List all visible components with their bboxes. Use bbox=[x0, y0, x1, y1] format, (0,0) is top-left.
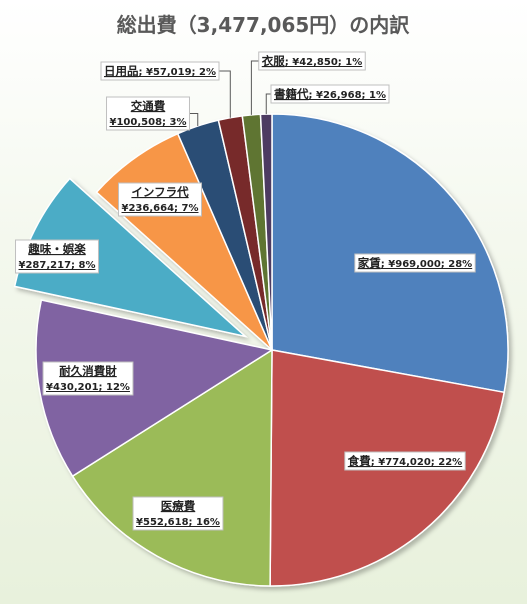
labels-group: 家賃; ¥969,000; 28% 食費; ¥774,020; 22% 医療費 ¥55… bbox=[15, 51, 476, 531]
leader-line-9 bbox=[265, 93, 271, 115]
pie-slice-0 bbox=[271, 113, 509, 394]
data-label-value-9: ; ¥26,968; 1% bbox=[309, 90, 387, 101]
data-label-3: 耐久消費財 ¥430,201; 12% bbox=[42, 361, 134, 396]
data-label-name-9: 書籍代 bbox=[274, 87, 309, 101]
data-label-value-0: ; ¥969,000; 28% bbox=[381, 259, 472, 270]
data-label-box-7 bbox=[100, 61, 220, 81]
data-label-name-7: 日用品 bbox=[104, 64, 139, 78]
chart-title: 総出費（3,477,065円）の内訳 bbox=[117, 13, 411, 37]
data-label-5: インフラ代 ¥236,664; 7% bbox=[118, 182, 202, 217]
data-label-value-6: ¥100,508; 3% bbox=[110, 117, 187, 128]
data-label-value-1: ; ¥774,020; 22% bbox=[371, 457, 462, 468]
data-label-8: 衣服; ¥42,850; 1% bbox=[250, 51, 366, 115]
data-label-value-8: ; ¥42,850; 1% bbox=[285, 57, 363, 68]
data-label-2: 医療費 ¥552,618; 16% bbox=[132, 496, 224, 531]
leader-line-7 bbox=[219, 70, 231, 118]
pie-slice-3 bbox=[35, 299, 274, 478]
leader-line-6 bbox=[189, 113, 199, 126]
data-label-box-0 bbox=[354, 253, 476, 273]
data-label-box-6 bbox=[106, 96, 190, 131]
data-label-value-7: ; ¥57,019; 2% bbox=[139, 67, 217, 78]
data-label-0: 家賃; ¥969,000; 28% bbox=[354, 253, 476, 273]
data-label-value-5: ¥236,664; 7% bbox=[122, 203, 199, 214]
data-label-box-9 bbox=[270, 84, 390, 104]
data-label-text-7: 日用品; ¥57,019; 2% bbox=[104, 64, 216, 78]
data-label-name-3: 耐久消費財 bbox=[59, 364, 117, 378]
data-label-name-8: 衣服 bbox=[262, 54, 285, 68]
data-label-name-6: 交通費 bbox=[131, 99, 166, 113]
leader-line-8 bbox=[250, 60, 259, 115]
data-label-text-8: 衣服; ¥42,850; 1% bbox=[262, 54, 363, 68]
data-label-text-9: 書籍代; ¥26,968; 1% bbox=[274, 87, 386, 101]
data-label-box-2 bbox=[132, 496, 224, 531]
data-label-box-1 bbox=[344, 451, 466, 471]
pie-slice-4 bbox=[13, 177, 248, 338]
data-label-name-0: 家賃 bbox=[358, 256, 381, 270]
data-label-name-1: 食費 bbox=[348, 454, 371, 468]
data-label-1: 食費; ¥774,020; 22% bbox=[344, 451, 466, 471]
data-label-box-4 bbox=[15, 239, 99, 274]
data-label-box-8 bbox=[258, 51, 366, 71]
data-label-4: 趣味・娯楽 ¥287,217; 8% bbox=[15, 239, 99, 274]
data-label-text-0: 家賃; ¥969,000; 28% bbox=[358, 256, 472, 270]
data-label-name-2: 医療費 bbox=[161, 499, 196, 513]
data-label-6: 交通費 ¥100,508; 3% bbox=[106, 96, 199, 131]
data-label-value-3: ¥430,201; 12% bbox=[46, 382, 130, 393]
data-label-text-1: 食費; ¥774,020; 22% bbox=[348, 454, 462, 468]
data-label-name-5: インフラ代 bbox=[131, 185, 189, 199]
data-label-box-5 bbox=[118, 182, 202, 217]
data-label-box-3 bbox=[42, 361, 134, 396]
data-label-value-4: ¥287,217; 8% bbox=[19, 260, 96, 271]
data-label-name-4: 趣味・娯楽 bbox=[27, 242, 86, 256]
slices-group bbox=[13, 113, 509, 587]
data-label-7: 日用品; ¥57,019; 2% bbox=[100, 61, 231, 118]
data-label-value-2: ¥552,618; 16% bbox=[136, 517, 220, 528]
data-label-9: 書籍代; ¥26,968; 1% bbox=[265, 84, 390, 115]
